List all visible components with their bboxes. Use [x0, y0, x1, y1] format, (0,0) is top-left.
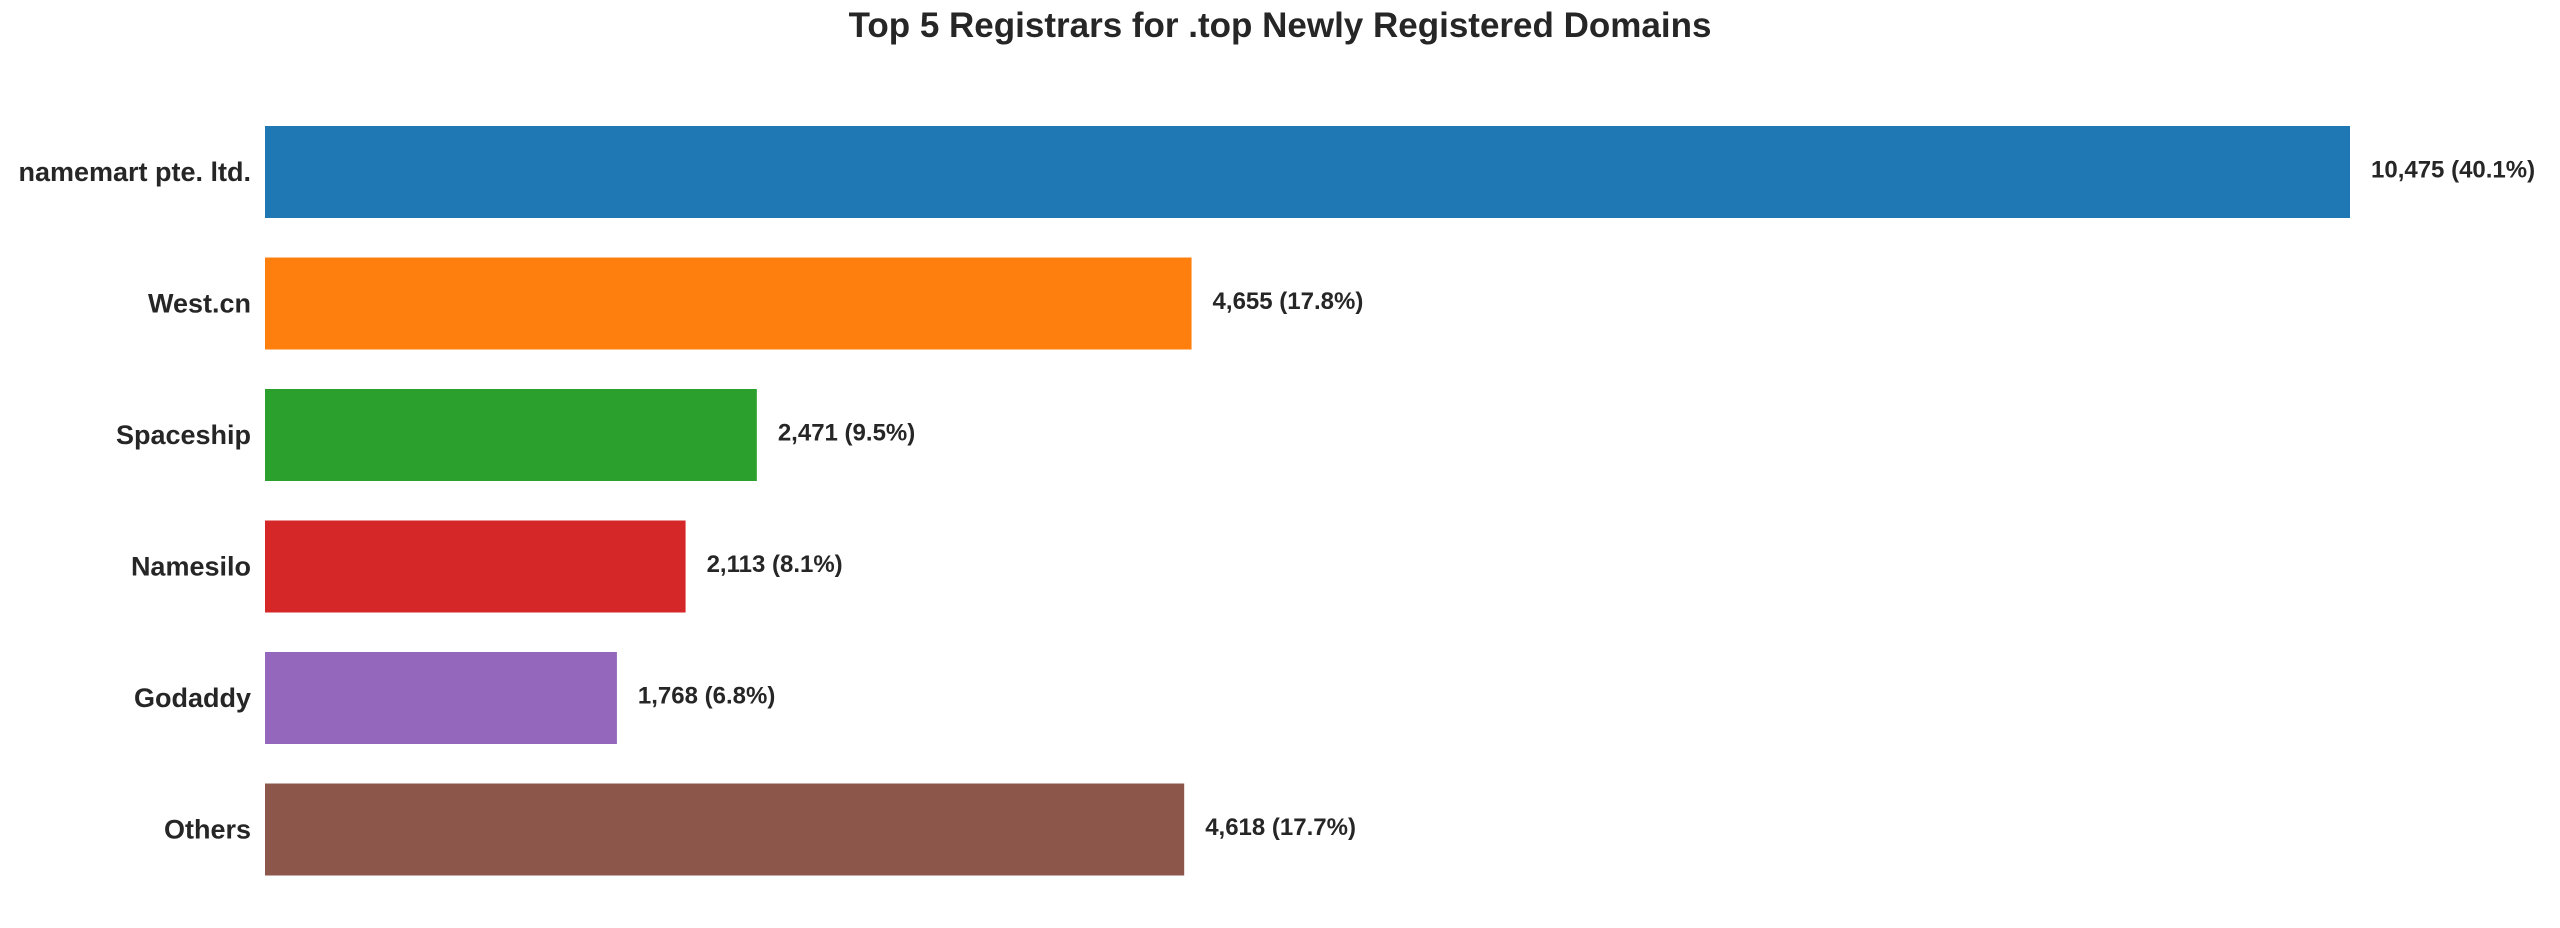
bar-namesilo	[265, 520, 686, 613]
value-label-godaddy: 1,768 (6.8%)	[638, 683, 775, 710]
value-label-namemart-pte-ltd: 10,475 (40.1%)	[2371, 157, 2535, 184]
bars-layer	[265, 126, 2350, 876]
category-label-namesilo: Namesilo	[131, 552, 251, 582]
bar-others	[265, 783, 1185, 876]
category-label-others: Others	[164, 815, 251, 845]
bar-spaceship	[265, 389, 757, 481]
value-label-namesilo: 2,113 (8.1%)	[707, 551, 843, 578]
category-label-namemart-pte-ltd: namemart pte. ltd.	[18, 157, 251, 187]
value-label-west-cn: 4,655 (17.8%)	[1213, 288, 1364, 315]
bar-namemart-pte-ltd	[265, 126, 2350, 218]
category-label-west-cn: West.cn	[148, 289, 251, 319]
category-label-spaceship: Spaceship	[116, 420, 251, 450]
bar-godaddy	[265, 652, 617, 744]
chart-title: Top 5 Registrars for .top Newly Register…	[848, 6, 1712, 45]
value-label-spaceship: 2,471 (9.5%)	[778, 420, 915, 447]
value-label-others: 4,618 (17.7%)	[1205, 814, 1356, 841]
labels-layer: namemart pte. ltd. 10,475 (40.1%) West.cn 4…	[18, 157, 2535, 845]
category-label-godaddy: Godaddy	[134, 683, 251, 713]
bar-west-cn	[265, 257, 1192, 350]
